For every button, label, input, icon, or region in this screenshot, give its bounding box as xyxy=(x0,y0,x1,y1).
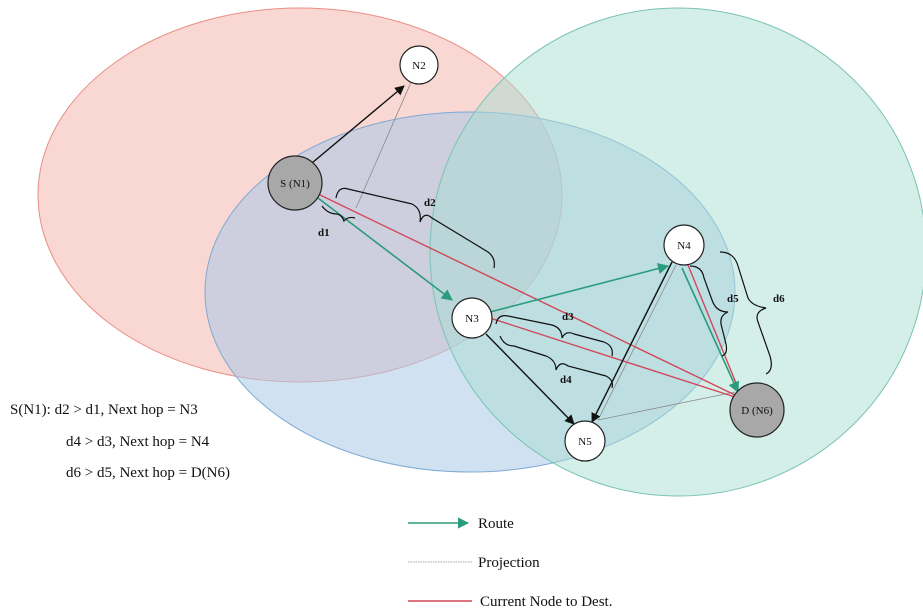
red-line-n1-n6 xyxy=(317,193,736,396)
label-d5: d5 xyxy=(727,293,739,305)
node-n6: D (N6) xyxy=(729,382,785,438)
projection-lines xyxy=(355,79,736,421)
legend-projection-label: Projection xyxy=(478,555,540,571)
distance-braces xyxy=(321,187,772,389)
node-n5-circle xyxy=(564,420,606,462)
rule-line-2: d4 > d3, Next hop = N4 xyxy=(66,434,210,450)
node-n6-circle xyxy=(729,382,785,438)
legend-current-to-dest-label: Current Node to Dest. xyxy=(480,594,612,610)
label-d3: d3 xyxy=(562,311,574,323)
route-n4-n6 xyxy=(681,267,739,394)
projection-line-n5-n6 xyxy=(597,391,736,421)
route-n3-n4 xyxy=(489,263,670,313)
brace-d6 xyxy=(719,251,772,375)
red-line-n3-n6 xyxy=(489,317,736,398)
label-d6: d6 xyxy=(773,293,785,305)
link-n3-n5 xyxy=(485,333,575,425)
rule-line-1: S(N1): d2 > d1, Next hop = N3 xyxy=(10,402,198,418)
node-n1-label: S (N1) xyxy=(280,178,310,190)
brace-d3 xyxy=(495,315,613,357)
node-n2-circle xyxy=(399,45,439,85)
node-n5-label: N5 xyxy=(578,436,592,448)
node-n4-label: N4 xyxy=(677,240,691,252)
brace-d5 xyxy=(689,265,729,357)
node-n1-circle xyxy=(267,155,323,211)
node-n3: N3 xyxy=(451,297,493,339)
projection-line-n2 xyxy=(355,79,413,209)
node-n2-label: N2 xyxy=(412,60,425,72)
node-n4-circle xyxy=(663,224,705,266)
rule-line-3: d6 > d5, Next hop = D(N6) xyxy=(66,465,230,481)
node-n6-label: D (N6) xyxy=(741,405,773,417)
projection-line-n5-n4 xyxy=(597,264,677,421)
brace-d1 xyxy=(321,205,356,223)
neighbor-links xyxy=(299,85,673,425)
current-to-dest-lines xyxy=(317,193,739,398)
node-n4: N4 xyxy=(663,224,705,266)
red-line-n4-n6 xyxy=(687,264,739,389)
label-d2: d2 xyxy=(424,197,436,209)
brace-d2 xyxy=(335,187,495,269)
label-d4: d4 xyxy=(560,374,572,386)
brace-d4 xyxy=(499,335,613,389)
node-n2: N2 xyxy=(399,45,439,85)
label-d1: d1 xyxy=(318,227,330,239)
node-n1: S (N1) xyxy=(267,155,323,211)
node-n5: N5 xyxy=(564,420,606,462)
link-n4-n5 xyxy=(591,261,673,423)
node-n3-label: N3 xyxy=(465,313,479,325)
legend-route-label: Route xyxy=(478,516,514,532)
link-n1-n2 xyxy=(299,85,405,174)
node-n3-circle xyxy=(451,297,493,339)
legend: Route Projection Current Node to Dest. xyxy=(408,516,612,610)
